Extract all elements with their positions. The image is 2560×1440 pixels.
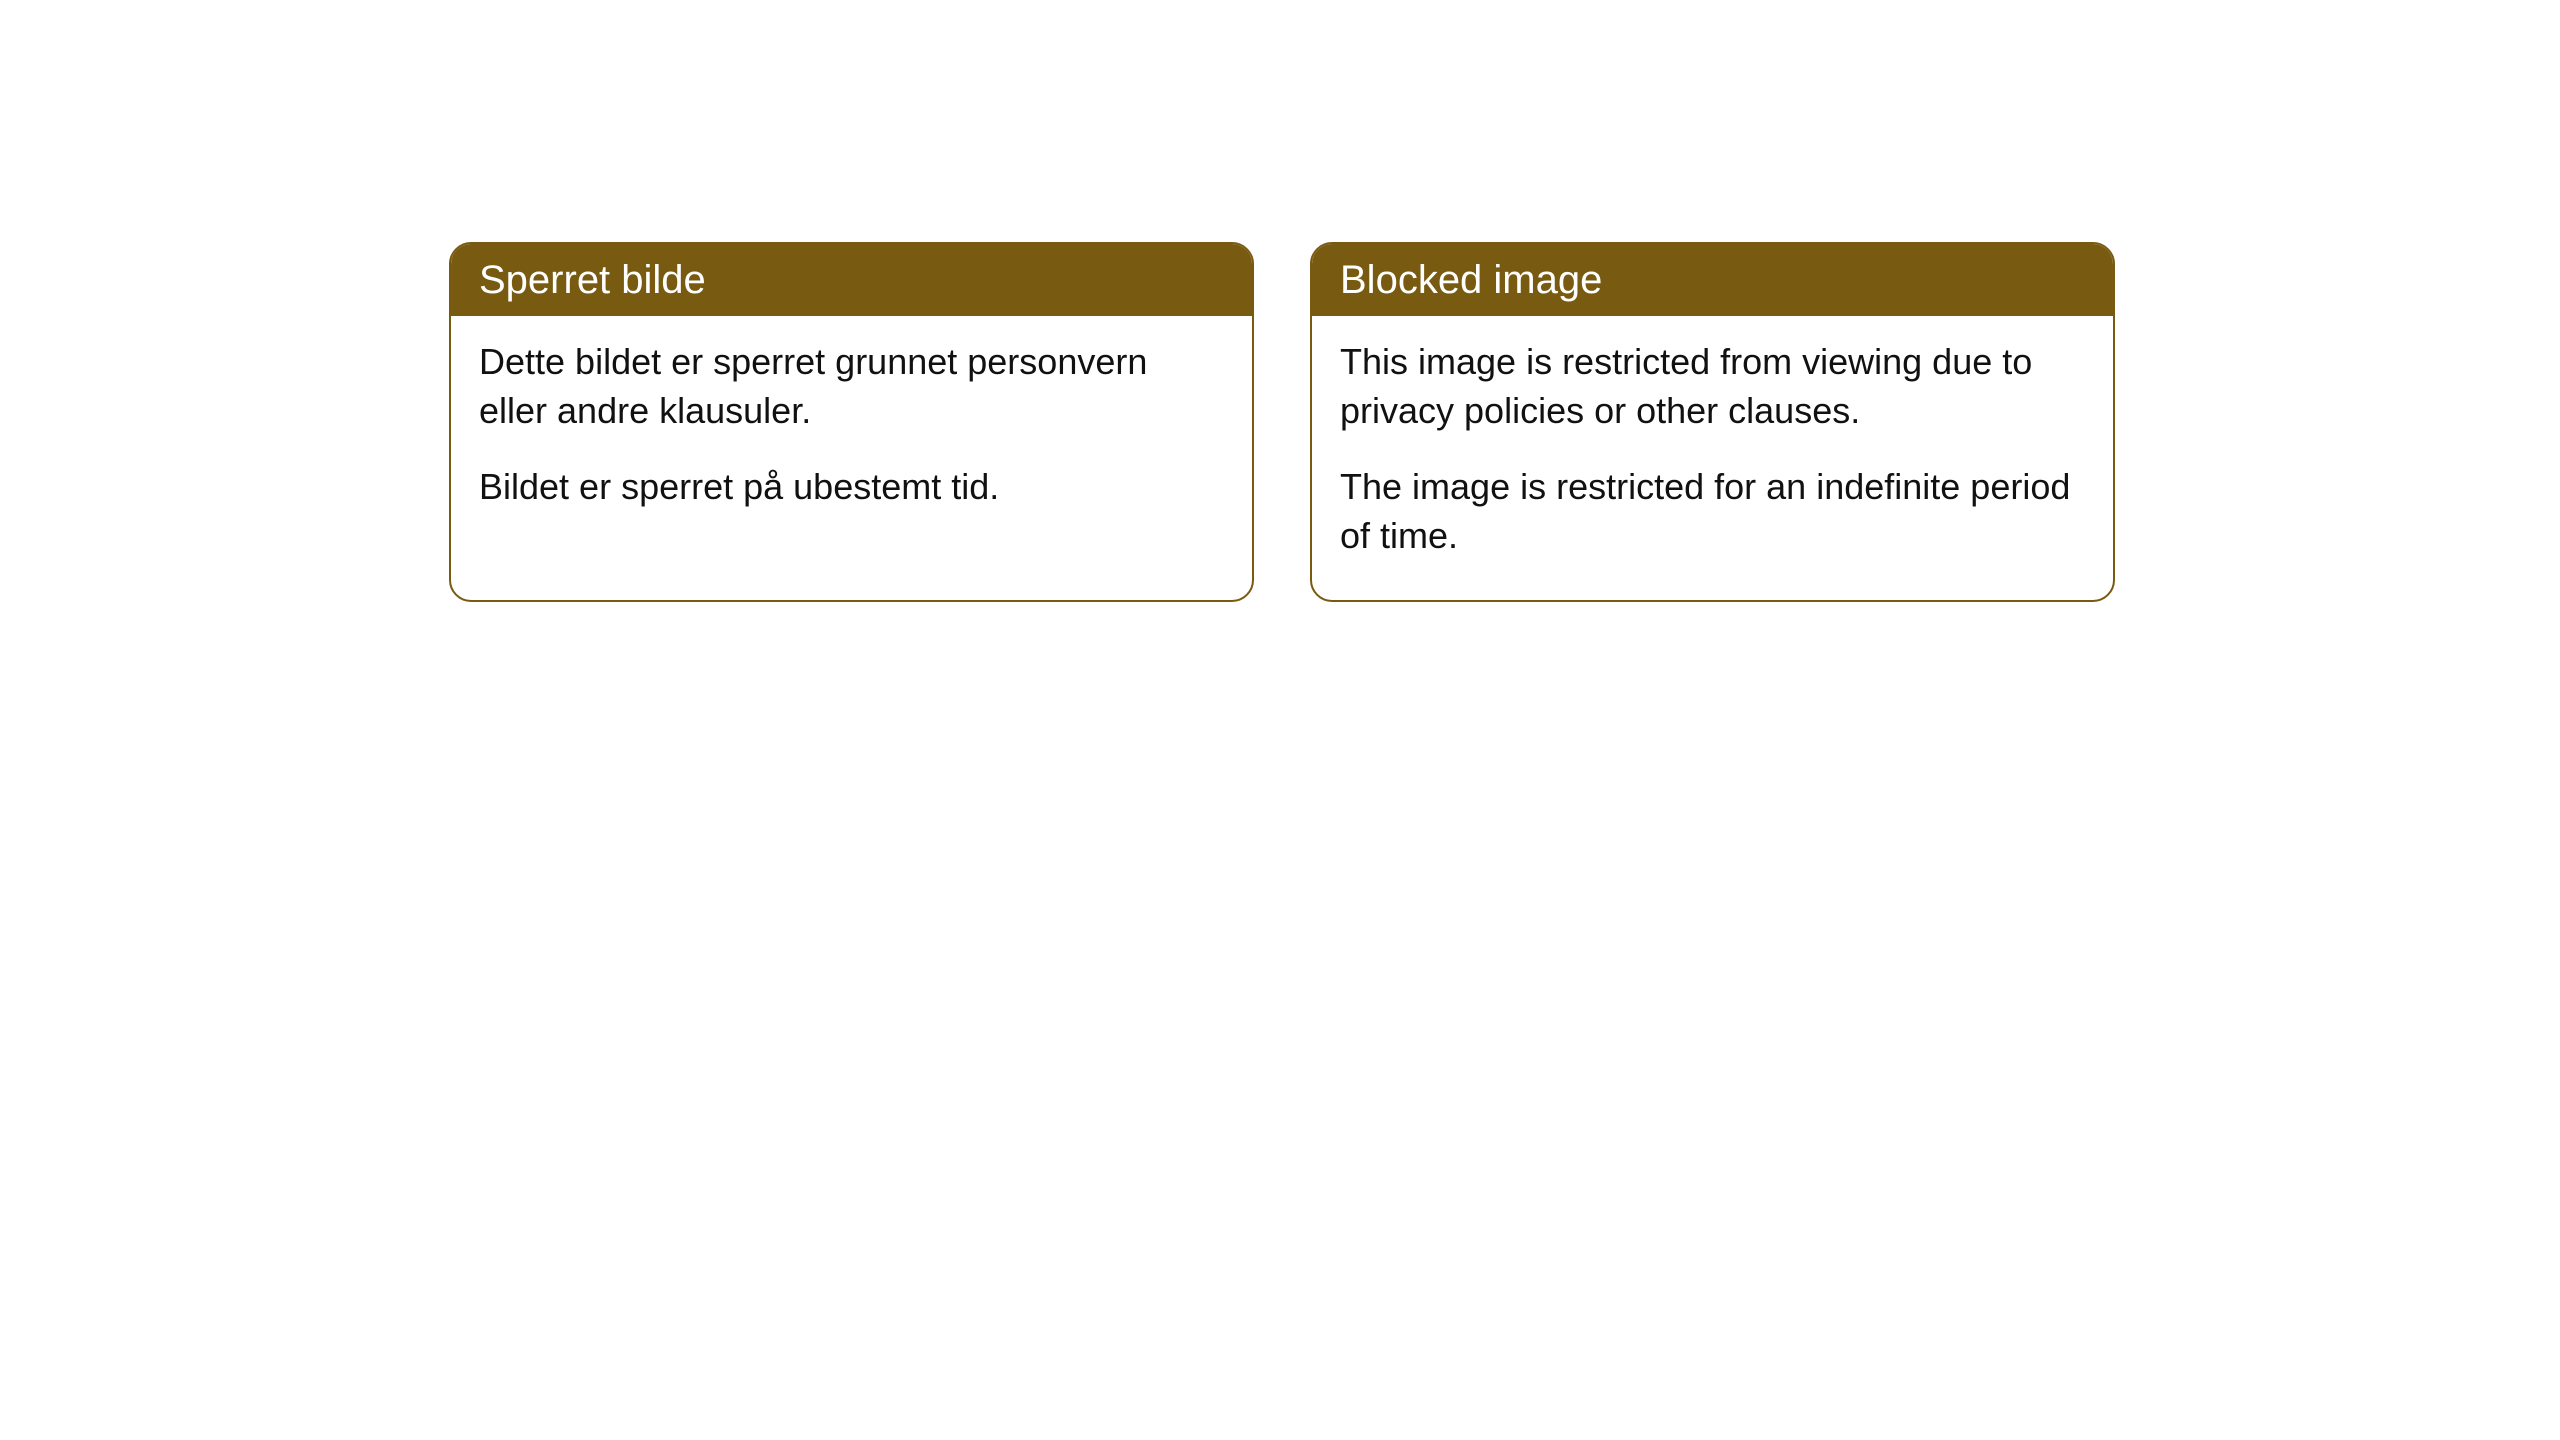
card-header-norwegian: Sperret bilde [451, 244, 1252, 316]
card-paragraph: Bildet er sperret på ubestemt tid. [479, 463, 1224, 512]
notice-cards-container: Sperret bilde Dette bildet er sperret gr… [449, 242, 2115, 602]
card-header-english: Blocked image [1312, 244, 2113, 316]
card-paragraph: The image is restricted for an indefinit… [1340, 463, 2085, 560]
card-body-norwegian: Dette bildet er sperret grunnet personve… [451, 316, 1252, 552]
blocked-image-card-english: Blocked image This image is restricted f… [1310, 242, 2115, 602]
blocked-image-card-norwegian: Sperret bilde Dette bildet er sperret gr… [449, 242, 1254, 602]
card-body-english: This image is restricted from viewing du… [1312, 316, 2113, 600]
card-paragraph: Dette bildet er sperret grunnet personve… [479, 338, 1224, 435]
card-paragraph: This image is restricted from viewing du… [1340, 338, 2085, 435]
